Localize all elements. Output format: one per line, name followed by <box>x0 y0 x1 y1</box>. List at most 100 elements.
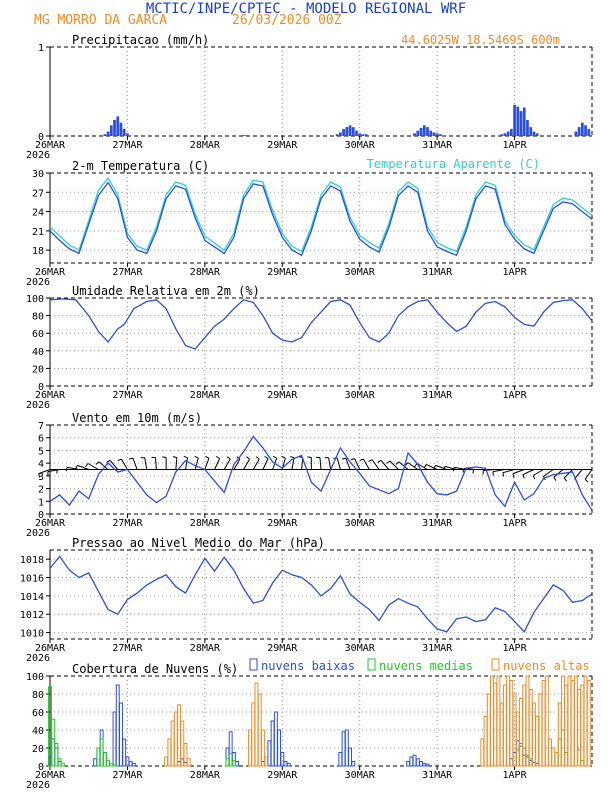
wind-barb-flag <box>423 464 427 469</box>
precip-bar <box>106 131 110 136</box>
cloud-bar <box>112 711 117 767</box>
panel-precip: 0 1 26MAR 27MAR 28MAR 29MAR 30MAR 31MAR 1APR 2026… <box>26 33 593 161</box>
x-tick-label: 29MAR <box>267 770 298 781</box>
wind-barb-flag <box>452 467 455 472</box>
panel-title: Cobertura de Nuvens (%) <box>72 662 238 676</box>
cloud-bar <box>480 738 485 767</box>
cloud-bar <box>506 675 511 767</box>
apparent-temperature-line <box>49 176 593 253</box>
precip-bar <box>435 133 439 136</box>
cloud-bar <box>422 762 427 767</box>
precip-bar <box>116 116 120 136</box>
precip-bar <box>122 128 126 136</box>
x-tick-label: 29MAR <box>267 267 298 278</box>
wind-barb-flag <box>56 469 58 474</box>
precip-bar <box>358 133 362 136</box>
cloud-bar <box>186 758 191 767</box>
cloud-bar <box>57 758 62 767</box>
wind-barb <box>563 469 573 479</box>
x-tick-label: 1APR <box>503 518 528 529</box>
cloud-bar <box>583 675 588 767</box>
cloud-bar <box>228 752 233 767</box>
y-tick-label: 0 <box>38 762 44 773</box>
wind-barb <box>574 469 583 480</box>
header: MCTIC/INPE/CPTEC - MODELO REGIONAL WRF M… <box>34 1 466 28</box>
cloud-bar <box>280 752 285 767</box>
precip-bar <box>109 125 113 136</box>
wind-barb <box>362 458 370 470</box>
cloud-bar <box>177 704 181 767</box>
wind-barb-flag <box>85 463 89 467</box>
wind-barb <box>175 457 178 470</box>
wind-barb-flag <box>172 456 177 459</box>
panel-pressure: 1010 1012 1014 1016 1018 26MAR 27MAR 28MAR 29MAR… <box>20 536 593 664</box>
wind-barb <box>483 469 496 472</box>
wind-barb-flag <box>75 465 78 470</box>
cloud-bar <box>277 729 282 767</box>
precip-bar <box>335 134 339 136</box>
x-tick-label: 26MAR <box>35 643 66 654</box>
wind-barb-flag <box>226 456 231 460</box>
wind-barb-flag <box>183 455 188 459</box>
precip-bar <box>587 128 591 136</box>
x-tick-label: 29MAR <box>267 518 298 529</box>
wind-barb-flag <box>341 457 347 460</box>
precip-bar <box>419 127 423 136</box>
precip-bar <box>574 131 578 136</box>
precip-bar <box>416 130 420 136</box>
x-tick-label: 1APR <box>503 643 528 654</box>
cloud-bar <box>267 740 272 767</box>
wind-barb <box>389 460 399 470</box>
cloud-bar <box>551 747 556 767</box>
wind-barb-flag <box>368 459 373 462</box>
precip-bar <box>348 125 352 136</box>
wind-barb-flag <box>106 459 111 463</box>
precip-bar <box>342 128 345 136</box>
y-tick-label: 20 <box>32 744 44 755</box>
precip-bar <box>355 130 358 136</box>
precip-bar <box>426 127 429 136</box>
x-tick-label: 29MAR <box>267 643 298 654</box>
cloud-bar <box>490 675 494 767</box>
wind-barb <box>522 469 535 476</box>
wind-barb-flag <box>290 455 295 459</box>
wind-barb-flag <box>553 476 557 481</box>
y-tick-label: 80 <box>32 690 44 701</box>
wind-barb <box>87 463 99 470</box>
x-tick-label: 26MAR <box>35 770 66 781</box>
precip-bar <box>500 134 504 136</box>
y-tick-label: 21 <box>32 227 44 238</box>
x-tick-label: 30MAR <box>345 643 376 654</box>
cloud-bar <box>93 758 98 767</box>
y-tick-label: 100 <box>26 672 44 683</box>
cloud-bar <box>586 680 591 767</box>
x-tick-label: 1APR <box>503 770 528 781</box>
cloud-bar <box>257 693 262 767</box>
x-year-label: 2026 <box>26 528 50 539</box>
cloud-bar <box>131 762 136 767</box>
x-tick-label: 28MAR <box>190 267 221 278</box>
cloud-bar <box>419 761 423 767</box>
cloud-bar <box>412 754 417 767</box>
wind-barb-flag <box>117 458 122 462</box>
cloud-bar <box>406 761 411 767</box>
wind-barb <box>444 465 457 470</box>
cloud-bar <box>541 680 546 767</box>
x-tick-label: 30MAR <box>345 140 376 151</box>
cloud-bar <box>522 684 527 767</box>
panel-title: Pressao ao Nivel Medio do Mar (hPa) <box>72 536 325 550</box>
wind-barb <box>380 459 390 470</box>
wind-barb <box>67 466 80 470</box>
legend-label: nuvens medias <box>379 659 473 673</box>
wind-barb <box>243 458 251 470</box>
cloud-bar <box>96 747 101 767</box>
precip-bar <box>509 128 513 136</box>
y-tick-label: 40 <box>32 347 44 358</box>
x-tick-label: 31MAR <box>422 390 453 401</box>
y-tick-label: 2 <box>38 485 44 496</box>
cloud-bar <box>557 702 562 767</box>
wind-barb <box>185 457 189 470</box>
wind-barb <box>204 458 210 470</box>
x-tick-label: 1APR <box>503 140 528 151</box>
x-tick-label: 27MAR <box>112 140 143 151</box>
